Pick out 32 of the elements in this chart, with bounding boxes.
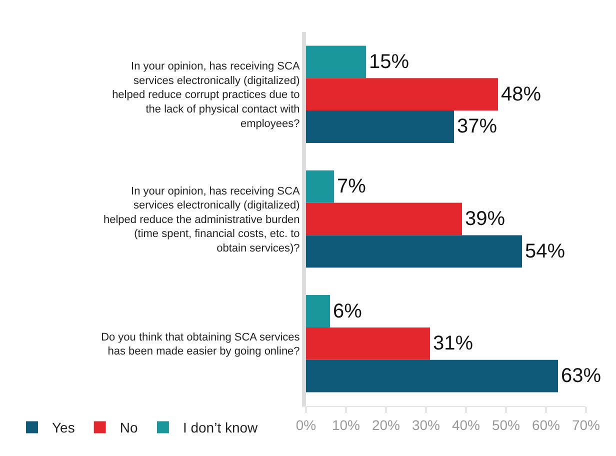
bar (306, 327, 430, 360)
y-tick-label: Do you think that obtaining SCA services has been made easier by going online? (101, 331, 300, 358)
y-tick-label: In your opinion, has receiving SCA services electronically (digitalized) helped reduce the administrative burden (time spent, financial costs, etc. to obtain services)? (104, 185, 300, 254)
data-label: 6% (333, 300, 362, 322)
data-label: 7% (337, 176, 366, 198)
bar (306, 295, 330, 328)
bar (306, 78, 498, 111)
bar (306, 235, 522, 268)
bar (306, 360, 558, 392)
data-label: 39% (465, 208, 506, 230)
x-tick-label: 60% (532, 416, 560, 433)
legend-label: I don’t know (182, 420, 259, 436)
data-label: 15% (369, 50, 410, 73)
x-tick-label: 30% (412, 416, 440, 433)
data-label: 37% (457, 116, 498, 138)
bar (306, 110, 454, 143)
data-label: 54% (525, 240, 566, 262)
legend-label: Yes (52, 420, 75, 436)
data-label: 48% (501, 83, 542, 106)
bar (306, 46, 366, 78)
x-tick-label: 0% (296, 416, 316, 433)
y-tick-label: In your opinion, has receiving SCA services electronically (digitalized) helped reduce corrupt practices due to the lack of physical contact with employees? (112, 60, 300, 130)
x-tick-label: 10% (332, 416, 360, 433)
legend-label: No (120, 420, 138, 436)
x-tick-label: 20% (372, 416, 400, 433)
x-tick-label: 70% (572, 416, 600, 433)
data-label: 63% (561, 365, 602, 388)
x-tick-label: 50% (492, 416, 520, 433)
x-tick-label: 40% (452, 416, 480, 433)
data-label: 31% (433, 332, 474, 355)
bar (306, 202, 462, 236)
bar (306, 170, 334, 203)
